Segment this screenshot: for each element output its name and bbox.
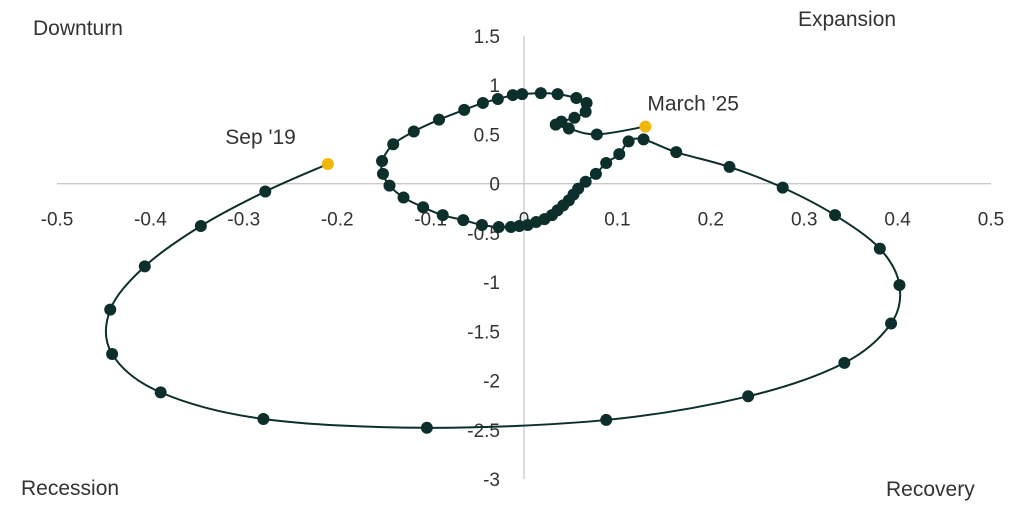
data-point bbox=[492, 220, 505, 233]
y-tick-label: -1 bbox=[483, 273, 500, 294]
x-tick-label: -0.3 bbox=[227, 210, 260, 231]
data-point bbox=[420, 421, 433, 434]
highlight-point bbox=[321, 157, 334, 170]
data-point bbox=[589, 167, 602, 180]
data-point bbox=[433, 113, 446, 126]
data-point bbox=[516, 88, 529, 101]
data-point bbox=[723, 160, 736, 173]
data-point bbox=[407, 125, 420, 138]
data-point bbox=[104, 303, 117, 316]
x-tick-label: 0.2 bbox=[698, 210, 724, 231]
data-point bbox=[562, 122, 575, 135]
data-point bbox=[742, 390, 755, 403]
x-tick-label: -0.2 bbox=[321, 210, 354, 231]
data-point bbox=[259, 185, 272, 198]
x-tick-label: -0.4 bbox=[134, 210, 167, 231]
data-point bbox=[670, 146, 683, 159]
axes bbox=[57, 36, 991, 479]
data-point bbox=[397, 191, 410, 204]
data-point bbox=[194, 219, 207, 232]
y-tick-label: 0.5 bbox=[474, 125, 500, 146]
highlight-markers: Sep '19 March '25 bbox=[225, 93, 739, 170]
data-point bbox=[436, 209, 449, 222]
x-tick-label: 0.1 bbox=[604, 210, 630, 231]
data-point bbox=[506, 89, 519, 102]
data-point bbox=[622, 135, 635, 148]
data-point bbox=[580, 96, 593, 109]
quadrant-label-recession: Recession bbox=[21, 477, 120, 500]
data-point bbox=[457, 214, 470, 227]
quadrant-label-expansion: Expansion bbox=[798, 8, 897, 31]
data-point bbox=[154, 386, 167, 399]
data-point bbox=[383, 179, 396, 192]
x-tick-label: -0.5 bbox=[41, 210, 74, 231]
quadrant-label-downturn: Downturn bbox=[33, 17, 123, 40]
highlight-point bbox=[639, 120, 652, 133]
data-point bbox=[873, 242, 886, 255]
x-tick-label: 0 bbox=[519, 210, 530, 231]
data-point bbox=[885, 317, 898, 330]
data-markers bbox=[104, 87, 906, 434]
data-point bbox=[590, 128, 603, 141]
data-point bbox=[476, 96, 489, 109]
data-point bbox=[475, 219, 488, 232]
data-point bbox=[458, 103, 471, 116]
y-tick-label: 0 bbox=[489, 175, 500, 196]
y-tick-label: 1.5 bbox=[474, 27, 500, 48]
data-point bbox=[600, 156, 613, 169]
highlight-label: Sep '19 bbox=[225, 126, 296, 149]
y-tick-label: -2 bbox=[483, 372, 500, 393]
y-tick-label: -1.5 bbox=[467, 322, 500, 343]
data-point bbox=[257, 412, 270, 425]
y-tick-label: -0.5 bbox=[467, 224, 500, 245]
data-point bbox=[376, 167, 389, 180]
data-point bbox=[829, 209, 842, 222]
x-tick-label: 0.3 bbox=[791, 210, 817, 231]
data-point bbox=[387, 138, 400, 151]
y-tick-label: -3 bbox=[483, 470, 500, 491]
data-point bbox=[376, 155, 389, 168]
data-point bbox=[776, 181, 789, 194]
data-point bbox=[600, 413, 613, 426]
data-point bbox=[549, 118, 562, 131]
data-point bbox=[551, 88, 564, 101]
y-tick-label: 1 bbox=[489, 76, 500, 97]
data-point bbox=[534, 87, 547, 100]
data-point bbox=[838, 356, 851, 369]
data-point bbox=[568, 111, 581, 124]
data-point bbox=[106, 347, 119, 360]
x-tick-label: 0.4 bbox=[884, 210, 911, 231]
data-point bbox=[138, 260, 151, 273]
data-point bbox=[504, 220, 517, 233]
data-point bbox=[417, 201, 430, 214]
quadrant-label-recovery: Recovery bbox=[886, 478, 975, 501]
highlight-label: March '25 bbox=[647, 93, 739, 116]
y-tick-label: -2.5 bbox=[467, 421, 500, 442]
data-point bbox=[491, 93, 504, 106]
data-point bbox=[637, 133, 650, 146]
x-tick-label: 0.5 bbox=[978, 210, 1004, 231]
data-point bbox=[613, 148, 626, 161]
data-point bbox=[579, 105, 592, 118]
data-point bbox=[893, 279, 906, 292]
data-point bbox=[570, 92, 583, 105]
